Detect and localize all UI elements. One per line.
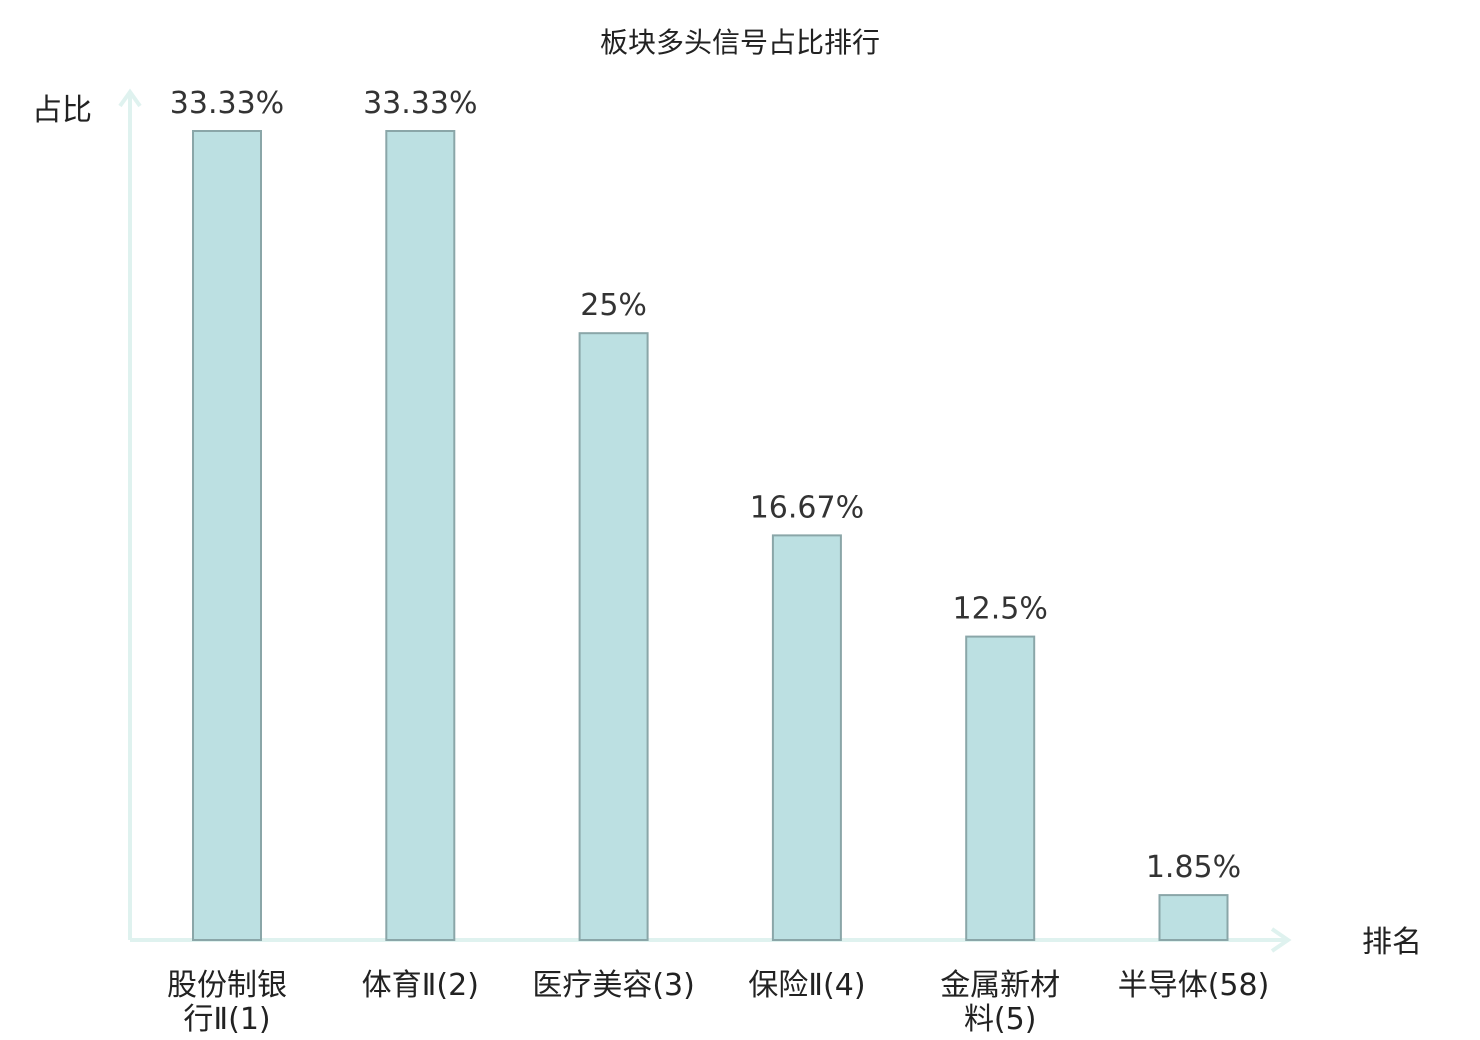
x-axis-arrow — [1270, 927, 1292, 953]
bar — [578, 332, 649, 941]
x-tick-label: 料(5) — [964, 1002, 1037, 1037]
bar-value-label: 12.5% — [953, 592, 1048, 627]
bar — [771, 534, 842, 942]
x-tick-label: 半导体(58) — [1118, 968, 1270, 1003]
bars — [192, 130, 1229, 942]
bar-value-label: 1.85% — [1146, 850, 1241, 885]
bar — [192, 130, 262, 941]
value-labels: 33.33% 33.33% 25% 16.67% 12.5% 1.85% — [170, 86, 1241, 885]
bar-value-label: 25% — [580, 288, 647, 323]
x-tick-label: 股份制银 — [167, 968, 287, 1003]
x-tick-label: 体育Ⅱ(2) — [362, 968, 479, 1003]
x-tick-label: 金属新材 — [940, 968, 1060, 1003]
y-axis-title: 占比 — [32, 93, 92, 128]
bar-value-label: 33.33% — [170, 86, 284, 121]
bar — [965, 635, 1036, 941]
y-axis-arrow — [118, 88, 142, 108]
bar — [385, 130, 456, 941]
x-axis-title: 排名 — [1362, 925, 1422, 960]
x-tick-label: 医疗美容(3) — [532, 968, 695, 1003]
axes — [118, 88, 1292, 953]
x-tick-label: 行Ⅱ(1) — [183, 1002, 270, 1037]
bar-value-label: 16.67% — [750, 490, 864, 525]
bar-value-label: 33.33% — [363, 86, 477, 121]
bar — [1158, 894, 1229, 941]
x-tick-label: 保险Ⅱ(4) — [748, 968, 865, 1003]
chart-title: 板块多头信号占比排行 — [600, 26, 880, 59]
